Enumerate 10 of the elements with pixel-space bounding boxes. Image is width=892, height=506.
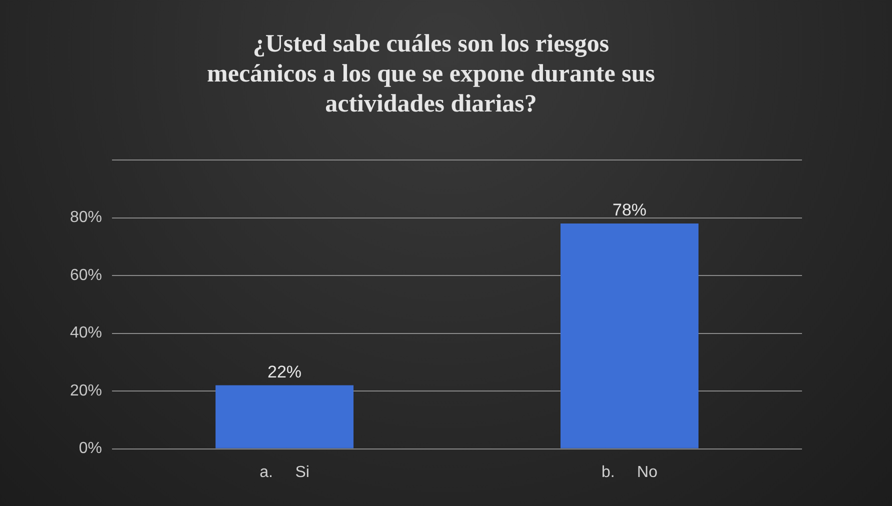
chart-title: ¿Usted sabe cuáles son los riesgos mecánicos a los que se expone durante sus actividades diarias?	[207, 30, 656, 118]
y-tick-label: 20%	[70, 382, 102, 400]
x-tick-label: a. Si	[260, 464, 310, 481]
y-tick-label: 60%	[70, 266, 102, 284]
data-label: 22%	[268, 362, 302, 382]
x-tick-label: b. No	[601, 464, 658, 481]
y-tick-label: 0%	[78, 440, 102, 458]
data-label: 78%	[612, 200, 647, 220]
y-tick-label: 80%	[70, 209, 102, 226]
y-tick-label: 40%	[70, 324, 102, 342]
